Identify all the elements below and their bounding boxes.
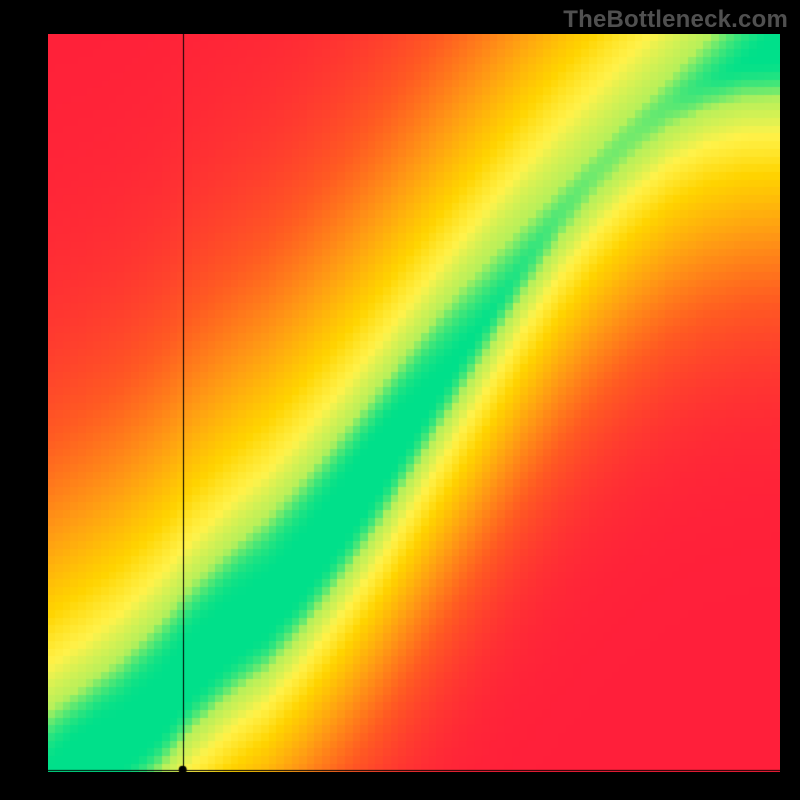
chart-container: TheBottleneck.com (0, 0, 800, 800)
attribution-label: TheBottleneck.com (563, 6, 788, 34)
bottleneck-heatmap (48, 34, 780, 772)
